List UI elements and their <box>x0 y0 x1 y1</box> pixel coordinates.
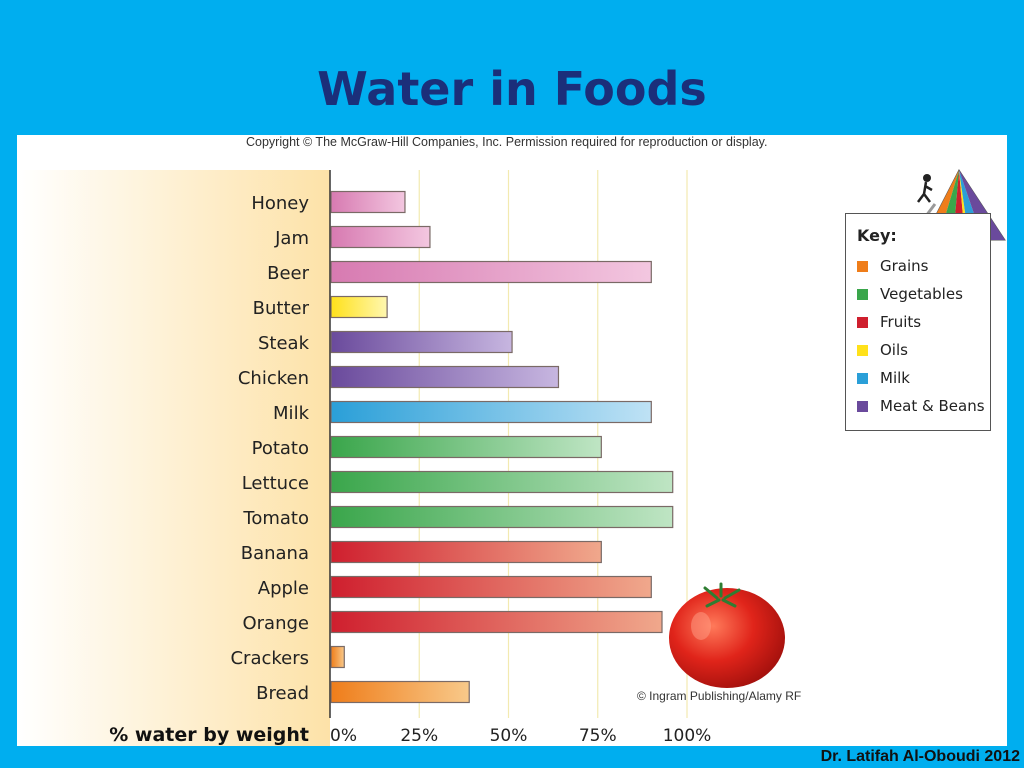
category-label: Honey <box>251 193 309 214</box>
bar-jam <box>330 225 431 249</box>
bar-orange <box>330 610 663 634</box>
legend-label: Meat & Beans <box>880 397 985 415</box>
legend-swatch <box>857 260 868 272</box>
category-label: Butter <box>253 298 310 319</box>
category-label: Steak <box>258 333 310 354</box>
bar-chicken <box>330 365 560 389</box>
legend-item-oils: Oils <box>857 340 908 360</box>
category-label: Bread <box>256 683 309 704</box>
legend-label: Vegetables <box>880 285 963 303</box>
bar-tomato <box>330 505 674 529</box>
category-label: Chicken <box>238 368 309 389</box>
legend-title: Key: <box>857 226 897 245</box>
photo-credit: © Ingram Publishing/Alamy RF <box>637 689 802 703</box>
legend-swatch <box>857 400 868 412</box>
bar-butter <box>330 295 388 319</box>
legend-swatch <box>857 344 868 356</box>
x-tick-label: 75% <box>579 726 617 746</box>
x-tick-label: 25% <box>400 726 438 746</box>
category-label: Milk <box>273 403 310 424</box>
legend-label: Oils <box>880 341 908 359</box>
category-label: Potato <box>252 438 309 459</box>
legend-swatch <box>857 316 868 328</box>
legend-key: Key: Grains Vegetables Fruits Oils Milk … <box>845 213 991 431</box>
legend-label: Grains <box>880 257 929 275</box>
copyright-notice: Copyright © The McGraw-Hill Companies, I… <box>246 135 768 149</box>
legend-item-fruits: Fruits <box>857 312 921 332</box>
bar-beer <box>330 260 652 284</box>
category-label: Beer <box>267 263 309 284</box>
bar-banana <box>330 540 602 564</box>
bar-potato <box>330 435 602 459</box>
legend-swatch <box>857 372 868 384</box>
legend-item-vegetables: Vegetables <box>857 284 963 304</box>
x-tick-label: 100% <box>663 726 712 746</box>
category-label: Apple <box>258 578 309 599</box>
legend-swatch <box>857 288 868 300</box>
x-axis-label: % water by weight <box>109 724 309 746</box>
category-label: Banana <box>241 543 309 564</box>
category-label: Crackers <box>230 648 309 669</box>
legend-item-milk: Milk <box>857 368 910 388</box>
tomato-image <box>669 582 785 688</box>
legend-item-grains: Grains <box>857 256 928 276</box>
legend-label: Milk <box>880 369 910 387</box>
bar-lettuce <box>330 470 674 494</box>
x-tick-label: 0% <box>330 726 357 746</box>
legend-item-meat-beans: Meat & Beans <box>857 396 985 416</box>
category-label: Orange <box>242 613 309 634</box>
bar-steak <box>330 330 513 354</box>
footer-author: Dr. Latifah Al-Oboudi 2012 <box>820 748 1020 765</box>
water-bar-chart: Honey Jam Beer Butter Steak Chicken Milk Potato… <box>17 170 712 746</box>
label-band <box>17 170 330 746</box>
category-label: Jam <box>274 228 309 249</box>
bar-bread <box>330 680 470 704</box>
legend-label: Fruits <box>880 313 922 331</box>
bar-honey <box>330 190 406 214</box>
bar-milk <box>330 400 652 424</box>
slide-title: Water in Foods <box>317 62 707 116</box>
bar-crackers <box>330 645 345 669</box>
bar-apple <box>330 575 652 599</box>
category-label: Tomato <box>242 508 309 529</box>
category-label: Lettuce <box>242 473 309 494</box>
x-tick-label: 50% <box>490 726 528 746</box>
